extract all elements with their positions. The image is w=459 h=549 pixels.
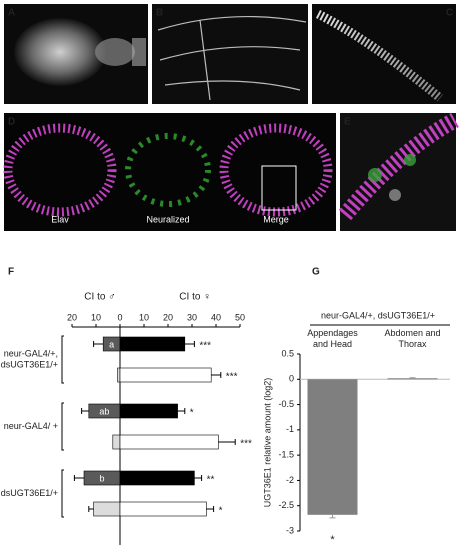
panel-letter: A [8,8,15,19]
image-d-inset-box [261,165,297,211]
panel-letter: E [344,117,351,128]
group-bracket [61,335,64,384]
significance: *** [240,439,252,450]
image-a-body [95,38,135,66]
axis-title: CI to ♂ [84,292,115,303]
header: neur-GAL4/+, dsUGT36E1/+ [321,310,435,320]
x-tick-label: 30 [187,312,197,322]
bar [119,501,207,517]
group-letter: b [99,473,104,483]
significance: *** [226,372,238,383]
group-bracket [61,469,64,518]
image-a-brain [14,18,106,86]
bar [119,403,178,419]
bar [119,470,195,486]
y-tick-label: -1.5 [278,450,294,460]
significance: * [330,534,335,546]
image-label: Neuralized [146,214,189,224]
significance: *** [199,341,211,352]
image-d-neuralized [125,133,211,207]
group-bracket [61,402,64,451]
bar [387,378,438,380]
x-tick-label: Appendages and Head [307,328,358,349]
image-label: Merge [263,214,289,224]
significance: * [190,408,194,419]
axis-title: CI to ♀ [179,292,210,303]
image-e-cell [389,189,401,201]
image-e-tissue [338,112,459,221]
image-b-wing [157,15,307,101]
image-d-elav [3,123,117,217]
y-tick-label: 0.5 [281,348,294,358]
y-tick-label: -3 [286,525,294,535]
panel-letter: B [156,8,163,19]
panel-letter: F [8,267,14,278]
bar [117,367,121,383]
image-a-tip [132,38,146,66]
significance: * [219,506,223,517]
image-d-merge [219,123,333,217]
significance: ** [207,475,215,486]
image-e [340,113,456,231]
panel-letter: G [312,267,320,278]
y-tick-label: 0 [289,374,294,384]
image-label: Elav [51,214,69,224]
image-b [152,4,308,104]
x-tick-label: 0 [117,312,122,322]
group-letter: ab [99,406,109,416]
x-tick-label: 50 [235,312,245,322]
x-tick-label: 10 [91,312,101,322]
y-tick-label: -2.5 [278,500,294,510]
group-label: dsUGT36E1/+ [1,488,58,498]
bar [119,367,212,383]
bar [93,501,121,517]
y-tick-label: -1 [286,424,294,434]
y-tick-label: -2 [286,475,294,485]
group-label: neur-GAL4/+, [4,348,58,358]
x-tick-label: 40 [211,312,221,322]
y-axis-title: UGT36E1 relative amount (log2) [262,378,272,508]
bar [119,336,186,352]
panel-letter: C [446,8,453,19]
panel-letter: D [8,117,15,128]
group-letter: a [109,339,114,349]
group-label: neur-GAL4/ + [4,421,58,431]
image-c-leg [315,9,443,102]
image-e-cell [404,154,416,166]
y-tick-label: -0.5 [278,399,294,409]
bar [112,434,121,450]
bar [307,379,358,515]
group-label: dsUGT36E1/+ [1,359,58,369]
image-e-cell [368,168,382,182]
x-tick-label: 20 [67,312,77,322]
x-tick-label: 20 [163,312,173,322]
bar [119,434,219,450]
x-tick-label: Abdomen and Thorax [384,328,441,349]
x-tick-label: 10 [139,312,149,322]
